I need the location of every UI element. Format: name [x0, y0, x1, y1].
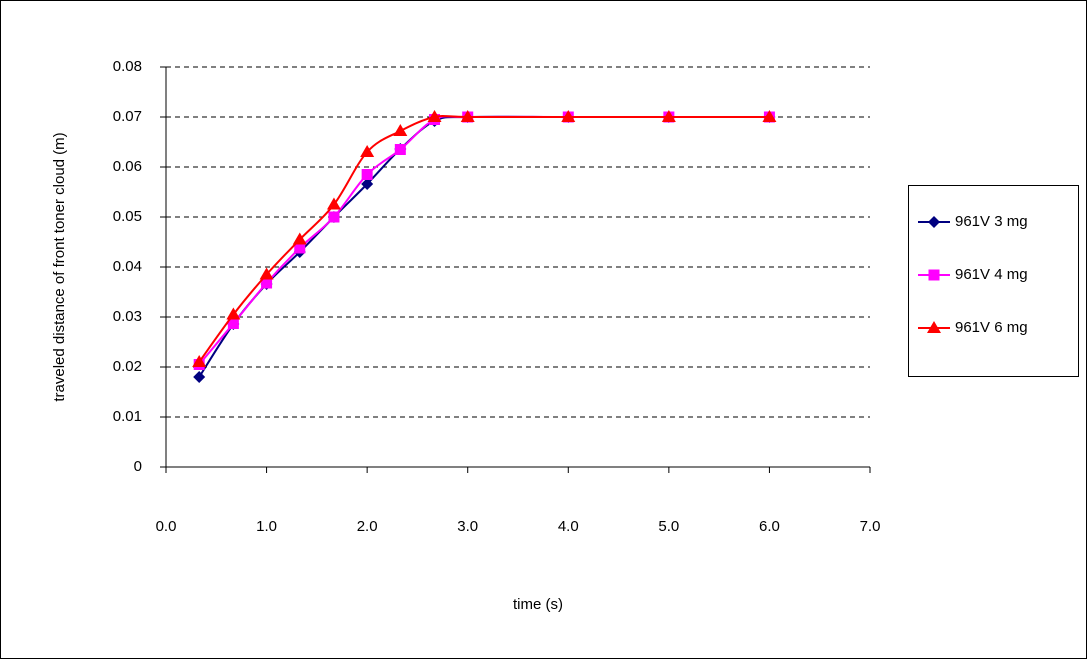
legend-marker: [928, 216, 940, 228]
x-tick-label: 0.0: [156, 518, 177, 535]
y-tick-label: 0.08: [113, 58, 142, 75]
marker: [460, 110, 475, 122]
marker: [361, 178, 374, 190]
x-tick-label: 3.0: [457, 518, 478, 535]
marker: [561, 110, 576, 122]
x-tick-label: 5.0: [658, 518, 679, 535]
marker: [294, 242, 306, 254]
y-tick-label: 0.05: [113, 208, 142, 225]
marker: [292, 232, 307, 245]
y-tick-label: 0: [134, 458, 142, 475]
x-tick-label: 2.0: [357, 518, 378, 535]
y-tick-label: 0.01: [113, 408, 142, 425]
y-tick-label: 0.07: [113, 108, 142, 125]
marker: [261, 277, 273, 289]
x-tick-label: 1.0: [256, 518, 277, 535]
y-axis-title: traveled distance of front toner cloud (…: [51, 132, 68, 401]
legend-marker: [927, 321, 941, 333]
marker: [259, 267, 274, 280]
x-axis-title: time (s): [513, 596, 563, 613]
marker: [192, 355, 207, 367]
marker: [762, 110, 777, 122]
legend-label: 961V 3 mg: [955, 213, 1028, 230]
x-tick-label: 7.0: [860, 518, 881, 535]
legend-box: [908, 185, 1079, 377]
marker: [661, 110, 676, 122]
marker: [394, 144, 406, 155]
y-tick-label: 0.03: [113, 308, 142, 325]
marker: [328, 211, 340, 223]
y-tick-label: 0.02: [113, 358, 142, 375]
marker: [361, 169, 373, 180]
legend-label: 961V 4 mg: [955, 266, 1028, 283]
marker: [326, 197, 341, 210]
y-tick-label: 0.06: [113, 158, 142, 175]
marker: [393, 124, 408, 136]
x-tick-label: 6.0: [759, 518, 780, 535]
y-tick-label: 0.04: [113, 258, 142, 275]
legend-label: 961V 6 mg: [955, 319, 1028, 336]
marker: [226, 307, 241, 320]
marker: [227, 318, 239, 329]
x-tick-label: 4.0: [558, 518, 579, 535]
marker: [360, 145, 375, 157]
marker: [427, 110, 442, 122]
marker: [193, 371, 206, 383]
legend-marker: [928, 269, 940, 281]
